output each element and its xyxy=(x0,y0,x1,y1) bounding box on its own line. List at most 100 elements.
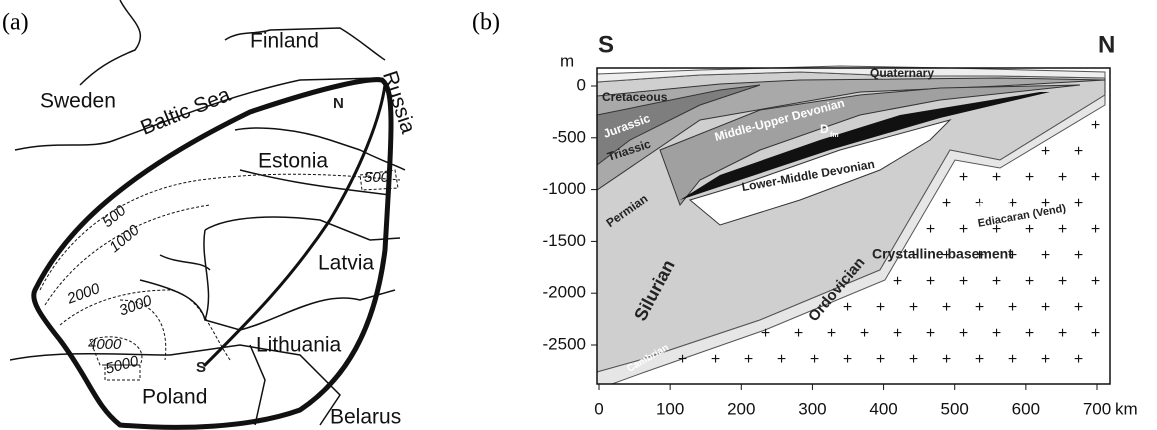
panel-label: (b) xyxy=(472,10,500,36)
basement-cross: + xyxy=(1074,351,1083,368)
basement-cross: + xyxy=(843,299,852,316)
basement-cross: + xyxy=(1008,195,1017,212)
contour-label: 4000 xyxy=(88,336,122,353)
contour-label: 5000 xyxy=(104,352,141,377)
axis-unit: km xyxy=(1115,399,1138,418)
y-tick-label: -2500 xyxy=(543,334,586,353)
basement-cross: + xyxy=(975,299,984,316)
x-tick-label: 300 xyxy=(798,399,826,418)
panel-label: (a) xyxy=(2,10,29,36)
basement-cross: + xyxy=(959,169,968,186)
basement-cross: + xyxy=(942,247,951,264)
basement-cross: + xyxy=(975,195,984,212)
basement-cross: + xyxy=(1091,273,1100,290)
basement-cross: + xyxy=(678,351,687,368)
basement-cross: + xyxy=(1008,351,1017,368)
section-end: S xyxy=(598,31,614,58)
basement-cross: + xyxy=(876,299,885,316)
basement-cross: + xyxy=(711,351,720,368)
basement-cross: + xyxy=(1091,325,1100,342)
basement-cross: + xyxy=(1025,273,1034,290)
place-label: Poland xyxy=(142,386,207,409)
basement-cross: + xyxy=(1025,221,1034,238)
x-tick-label: 100 xyxy=(656,399,684,418)
basement-cross: + xyxy=(1025,325,1034,342)
basement-cross: + xyxy=(843,351,852,368)
basement-cross: + xyxy=(810,351,819,368)
basement-cross: + xyxy=(1041,195,1050,212)
x-tick-label: 500 xyxy=(941,399,969,418)
cross-section: + + + + + + + + + + + + + + + + + + + + + + + + + + + + + + + + + + + + + + + +… xyxy=(596,65,1110,385)
basement-cross: + xyxy=(1008,299,1017,316)
basement-cross: + xyxy=(926,325,935,342)
basement-cross: + xyxy=(1041,143,1050,160)
basement-cross: + xyxy=(959,273,968,290)
section-end: N xyxy=(1098,31,1115,58)
y-tick-label: -500 xyxy=(552,127,586,146)
basement-cross: + xyxy=(761,325,770,342)
basement-cross: + xyxy=(1091,169,1100,186)
unit-label: Cretaceous xyxy=(602,90,668,104)
place-label: Russia xyxy=(378,68,420,136)
x-tick-label: 400 xyxy=(869,399,897,418)
unit-label: D xyxy=(820,122,829,136)
contour-label: 500 xyxy=(364,169,390,186)
basement-cross: + xyxy=(1074,195,1083,212)
section-end: S xyxy=(196,359,206,376)
basement-cross: + xyxy=(992,325,1001,342)
basement-cross: + xyxy=(975,351,984,368)
place-label: Latvia xyxy=(318,252,374,275)
basement-cross: + xyxy=(1058,325,1067,342)
basement-cross: + xyxy=(1091,221,1100,238)
basement-cross: + xyxy=(777,351,786,368)
basement-cross: + xyxy=(1058,221,1067,238)
x-tick-label: 700 xyxy=(1083,399,1111,418)
map-panel xyxy=(9,0,406,430)
basement-cross: + xyxy=(926,221,935,238)
basement-cross: + xyxy=(893,325,902,342)
basement-cross: + xyxy=(992,221,1001,238)
unit-label: fm xyxy=(830,132,839,139)
y-tick-label: 0 xyxy=(577,75,586,94)
basement-cross: + xyxy=(1025,169,1034,186)
section-frame xyxy=(596,67,1111,385)
basement-cross: + xyxy=(1008,247,1017,264)
basement-cross: + xyxy=(909,247,918,264)
basement-cross: + xyxy=(942,299,951,316)
basement-cross: + xyxy=(1091,117,1100,134)
basement-cross: + xyxy=(1074,247,1083,264)
x-tick-label: 200 xyxy=(727,399,755,418)
place-label: Finland xyxy=(250,30,319,53)
basement-cross: + xyxy=(1041,299,1050,316)
place-label: Sweden xyxy=(40,90,116,113)
basement-cross: + xyxy=(942,351,951,368)
place-label: Belarus xyxy=(330,406,401,429)
basement-cross: + xyxy=(876,351,885,368)
basement-cross: + xyxy=(1041,247,1050,264)
place-label: Lithuania xyxy=(256,334,342,357)
y-tick-label: -1500 xyxy=(543,231,586,250)
basement-cross: + xyxy=(1058,273,1067,290)
section-end: N xyxy=(333,95,344,112)
basement-cross: + xyxy=(992,169,1001,186)
basement-cross: + xyxy=(860,325,869,342)
basement-cross: + xyxy=(959,221,968,238)
place-label: Baltic Sea xyxy=(137,83,234,140)
contour-label: 3000 xyxy=(117,292,155,320)
basement-cross: + xyxy=(959,325,968,342)
basement-cross: + xyxy=(909,351,918,368)
basement-cross: + xyxy=(744,351,753,368)
unit-label: Crystalline basement xyxy=(872,246,1013,262)
basement-cross: + xyxy=(794,325,803,342)
basement-cross: + xyxy=(1074,299,1083,316)
basement-cross: + xyxy=(1074,143,1083,160)
basement-cross: + xyxy=(926,273,935,290)
basement-cross: + xyxy=(827,325,836,342)
basement-cross: + xyxy=(909,299,918,316)
axis-unit: m xyxy=(560,51,574,70)
basement-cross: + xyxy=(1041,351,1050,368)
basement-cross: + xyxy=(1058,169,1067,186)
place-label: Estonia xyxy=(258,150,328,173)
y-tick-label: -2000 xyxy=(543,283,586,302)
